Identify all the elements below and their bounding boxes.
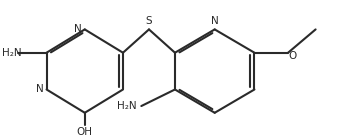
Text: O: O [288, 51, 296, 61]
Text: OH: OH [77, 127, 93, 137]
Text: methyl: methyl [0, 138, 1, 139]
Text: N: N [36, 85, 43, 95]
Text: H₂N: H₂N [117, 101, 137, 111]
Text: N: N [211, 16, 219, 26]
Text: H₂N: H₂N [2, 48, 22, 58]
Text: N: N [74, 24, 82, 34]
Text: S: S [146, 16, 152, 26]
